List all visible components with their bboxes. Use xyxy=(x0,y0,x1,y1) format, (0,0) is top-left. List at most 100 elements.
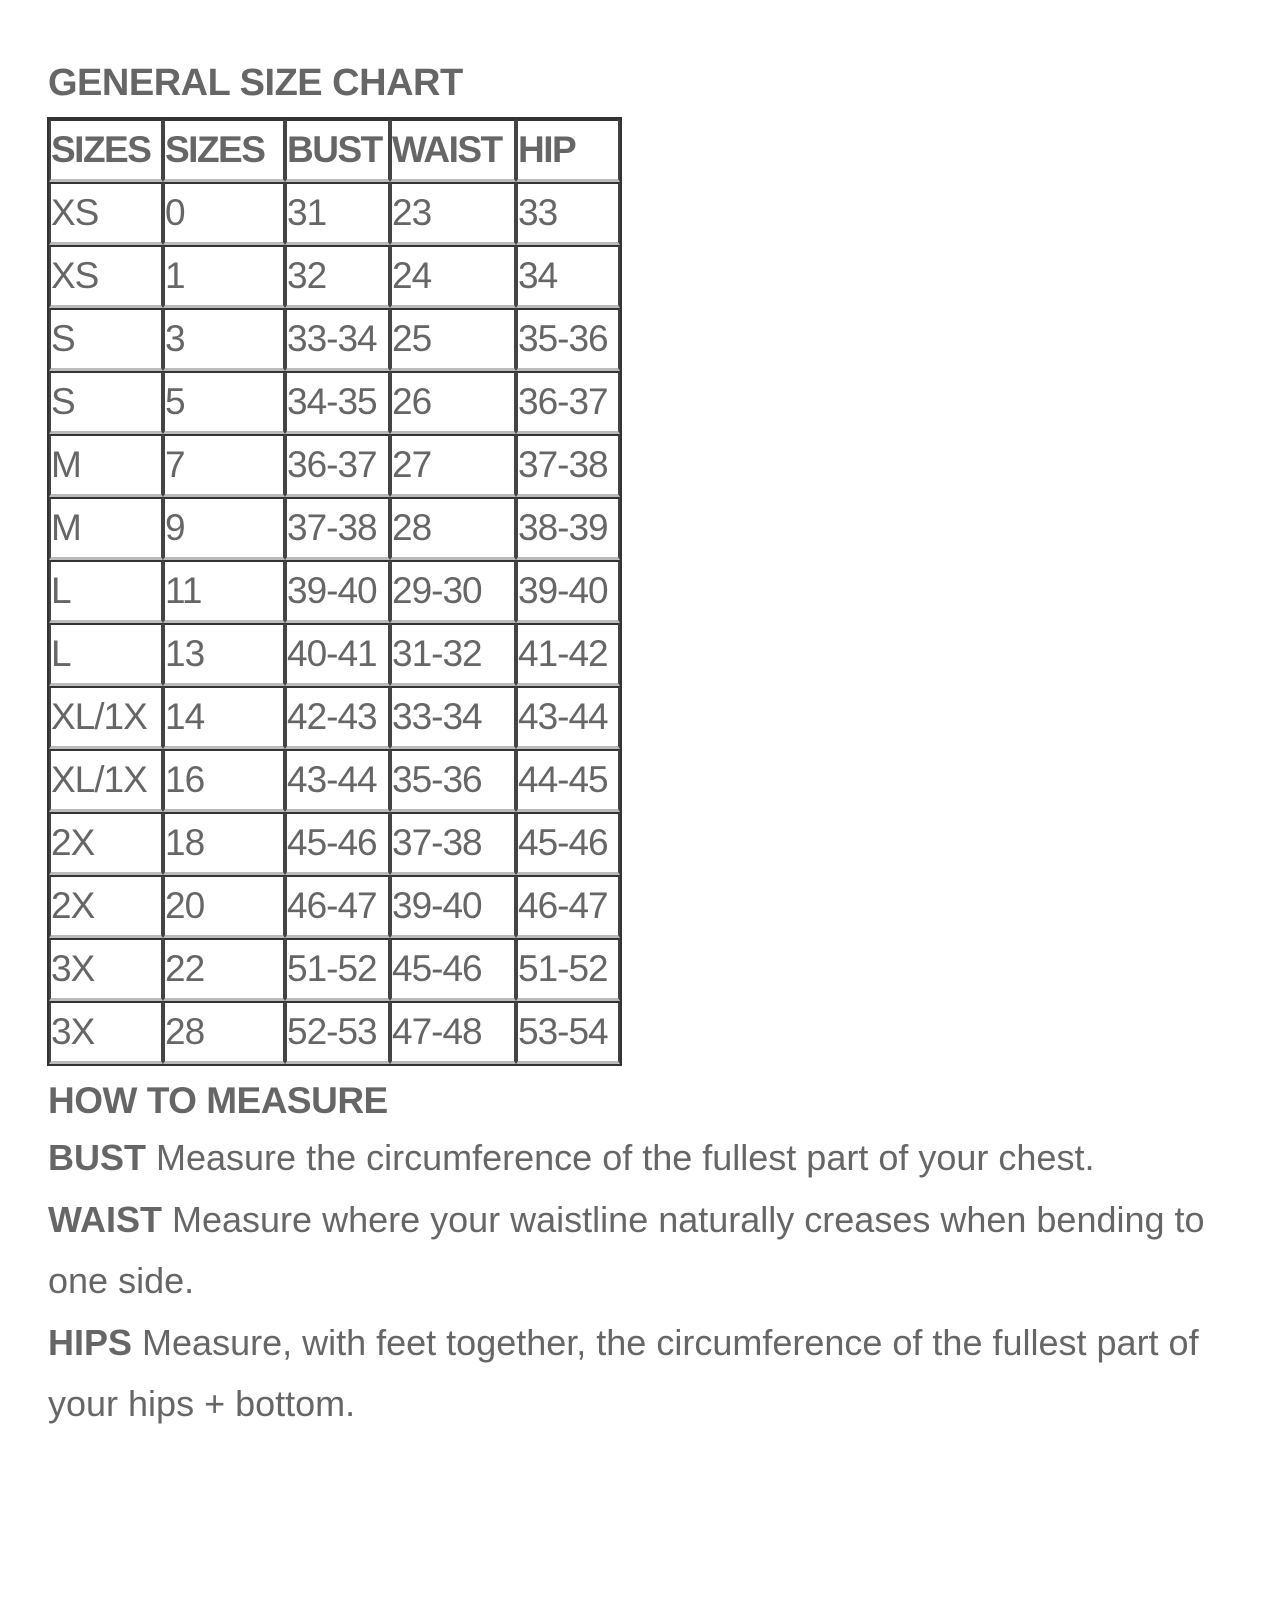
table-cell: 37-38 xyxy=(285,497,390,560)
table-cell: 2X xyxy=(49,812,163,875)
table-cell: 31 xyxy=(285,182,390,245)
table-cell: 1 xyxy=(163,245,285,308)
how-to-measure-heading: HOW TO MEASURE xyxy=(48,1080,388,1121)
table-cell: 43-44 xyxy=(516,686,620,749)
table-cell: 28 xyxy=(390,497,516,560)
table-cell: L xyxy=(49,560,163,623)
table-cell: 18 xyxy=(163,812,285,875)
table-row: 3X 28 52-53 47-48 53-54 xyxy=(49,1001,620,1064)
column-header: BUST xyxy=(285,119,390,182)
table-cell: 34-35 xyxy=(285,371,390,434)
measure-term: HIPS xyxy=(48,1321,133,1363)
table-cell: 38-39 xyxy=(516,497,620,560)
table-cell: 0 xyxy=(163,182,285,245)
table-cell: 45-46 xyxy=(516,812,620,875)
table-row: S 3 33-34 25 35-36 xyxy=(49,308,620,371)
table-cell: 33-34 xyxy=(285,308,390,371)
table-cell: 29-30 xyxy=(390,560,516,623)
table-cell: XS xyxy=(49,182,163,245)
column-header: HIP xyxy=(516,119,620,182)
table-cell: 37-38 xyxy=(516,434,620,497)
measure-term: BUST xyxy=(48,1137,146,1178)
table-cell: XL/1X xyxy=(49,686,163,749)
table-cell: 32 xyxy=(285,245,390,308)
table-cell: 39-40 xyxy=(390,875,516,938)
table-cell: 3X xyxy=(49,1001,163,1064)
table-row: L 13 40-41 31-32 41-42 xyxy=(49,623,620,686)
how-to-measure-section: HOW TO MEASURE BUST Measure the circumfe… xyxy=(48,1075,1228,1435)
table-cell: 53-54 xyxy=(516,1001,620,1064)
table-cell: 3X xyxy=(49,938,163,1001)
column-header: SIZES xyxy=(49,119,163,182)
table-cell: 26 xyxy=(390,371,516,434)
table-cell: 35-36 xyxy=(516,308,620,371)
table-cell: 2X xyxy=(49,875,163,938)
table-cell: 36-37 xyxy=(285,434,390,497)
table-cell: S xyxy=(49,308,163,371)
measure-text: Measure the circumference of the fullest… xyxy=(146,1137,1095,1178)
table-row: S 5 34-35 26 36-37 xyxy=(49,371,620,434)
table-row: XS 1 32 24 34 xyxy=(49,245,620,308)
table-cell: 39-40 xyxy=(516,560,620,623)
table-cell: 33 xyxy=(516,182,620,245)
table-header-row: SIZES SIZES BUST WAIST HIP xyxy=(49,119,620,182)
measure-text: Measure where your waistline naturally c… xyxy=(48,1198,1205,1302)
measure-bust: BUST Measure the circumference of the fu… xyxy=(48,1127,1228,1189)
table-cell: 31-32 xyxy=(390,623,516,686)
table-cell: 43-44 xyxy=(285,749,390,812)
table-cell: 25 xyxy=(390,308,516,371)
table-row: L 11 39-40 29-30 39-40 xyxy=(49,560,620,623)
table-cell: 45-46 xyxy=(285,812,390,875)
column-header: WAIST xyxy=(390,119,516,182)
table-cell: 39-40 xyxy=(285,560,390,623)
measure-waist: WAIST Measure where your waistline natur… xyxy=(48,1189,1228,1312)
table-cell: 28 xyxy=(163,1001,285,1064)
table-cell: 46-47 xyxy=(516,875,620,938)
measure-term: WAIST xyxy=(48,1198,162,1240)
table-row: M 9 37-38 28 38-39 xyxy=(49,497,620,560)
table-cell: 9 xyxy=(163,497,285,560)
table-row: 2X 18 45-46 37-38 45-46 xyxy=(49,812,620,875)
table-row: 3X 22 51-52 45-46 51-52 xyxy=(49,938,620,1001)
table-cell: 51-52 xyxy=(285,938,390,1001)
table-cell: 37-38 xyxy=(390,812,516,875)
table-row: XL/1X 16 43-44 35-36 44-45 xyxy=(49,749,620,812)
table-cell: 52-53 xyxy=(285,1001,390,1064)
page-title: GENERAL SIZE CHART xyxy=(48,62,463,104)
table-cell: 34 xyxy=(516,245,620,308)
table-row: 2X 20 46-47 39-40 46-47 xyxy=(49,875,620,938)
measure-text: Measure, with feet together, the circumf… xyxy=(48,1321,1199,1425)
table-cell: M xyxy=(49,434,163,497)
table-cell: L xyxy=(49,623,163,686)
table-cell: 45-46 xyxy=(390,938,516,1001)
table-cell: 5 xyxy=(163,371,285,434)
table-cell: 22 xyxy=(163,938,285,1001)
table-cell: 13 xyxy=(163,623,285,686)
table-cell: 16 xyxy=(163,749,285,812)
table-cell: XS xyxy=(49,245,163,308)
table-cell: 23 xyxy=(390,182,516,245)
table-cell: 51-52 xyxy=(516,938,620,1001)
table-cell: 11 xyxy=(163,560,285,623)
table-row: XS 0 31 23 33 xyxy=(49,182,620,245)
table-cell: 33-34 xyxy=(390,686,516,749)
table-cell: 14 xyxy=(163,686,285,749)
table-row: M 7 36-37 27 37-38 xyxy=(49,434,620,497)
table-cell: 42-43 xyxy=(285,686,390,749)
measure-hips: HIPS Measure, with feet together, the ci… xyxy=(48,1312,1228,1435)
size-chart-table: SIZES SIZES BUST WAIST HIP XS 0 31 23 33 XS 1 32 24 3… xyxy=(47,117,622,1066)
column-header: SIZES xyxy=(163,119,285,182)
table-cell: 46-47 xyxy=(285,875,390,938)
table-cell: 20 xyxy=(163,875,285,938)
table-cell: 3 xyxy=(163,308,285,371)
table-cell: S xyxy=(49,371,163,434)
table-cell: 36-37 xyxy=(516,371,620,434)
table-row: XL/1X 14 42-43 33-34 43-44 xyxy=(49,686,620,749)
table-cell: 35-36 xyxy=(390,749,516,812)
table-cell: M xyxy=(49,497,163,560)
table-cell: 7 xyxy=(163,434,285,497)
table-cell: 41-42 xyxy=(516,623,620,686)
table-cell: 24 xyxy=(390,245,516,308)
table-cell: XL/1X xyxy=(49,749,163,812)
table-cell: 44-45 xyxy=(516,749,620,812)
